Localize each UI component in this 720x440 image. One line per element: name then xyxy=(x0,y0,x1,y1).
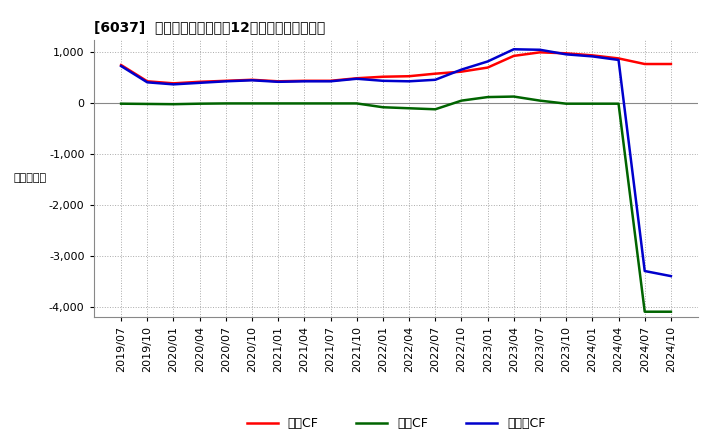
営業CF xyxy=(405,73,413,79)
営業CF xyxy=(562,51,570,56)
投資CF xyxy=(510,94,518,99)
フリーCF xyxy=(457,67,466,72)
Text: [6037]  キャッシュフローの12か月移動合計の推移: [6037] キャッシュフローの12か月移動合計の推移 xyxy=(94,20,325,34)
営業CF xyxy=(117,62,125,68)
投資CF xyxy=(562,101,570,106)
Line: フリーCF: フリーCF xyxy=(121,49,671,276)
投資CF xyxy=(117,101,125,106)
フリーCF xyxy=(300,79,309,84)
フリーCF xyxy=(248,77,256,83)
フリーCF xyxy=(667,274,675,279)
Line: 営業CF: 営業CF xyxy=(121,52,671,83)
投資CF xyxy=(405,106,413,111)
フリーCF xyxy=(274,79,282,84)
営業CF xyxy=(222,78,230,84)
フリーCF xyxy=(588,54,597,59)
営業CF xyxy=(588,53,597,58)
投資CF xyxy=(169,102,178,107)
フリーCF xyxy=(352,76,361,81)
投資CF xyxy=(352,101,361,106)
営業CF xyxy=(640,61,649,66)
フリーCF xyxy=(510,47,518,52)
投資CF xyxy=(614,101,623,106)
フリーCF xyxy=(143,80,152,85)
フリーCF xyxy=(614,57,623,62)
営業CF xyxy=(195,79,204,84)
Y-axis label: （百万円）: （百万円） xyxy=(13,173,46,183)
フリーCF xyxy=(405,79,413,84)
フリーCF xyxy=(379,78,387,84)
営業CF xyxy=(274,79,282,84)
営業CF xyxy=(326,78,335,84)
Legend: 営業CF, 投資CF, フリーCF: 営業CF, 投資CF, フリーCF xyxy=(242,412,550,435)
投資CF xyxy=(300,101,309,106)
営業CF xyxy=(379,74,387,79)
営業CF xyxy=(169,81,178,86)
投資CF xyxy=(195,101,204,106)
投資CF xyxy=(326,101,335,106)
Line: 投資CF: 投資CF xyxy=(121,96,671,312)
投資CF xyxy=(248,101,256,106)
営業CF xyxy=(143,79,152,84)
投資CF xyxy=(483,95,492,100)
営業CF xyxy=(510,53,518,59)
フリーCF xyxy=(536,47,544,52)
フリーCF xyxy=(222,79,230,84)
営業CF xyxy=(457,69,466,74)
投資CF xyxy=(667,309,675,314)
営業CF xyxy=(483,65,492,70)
投資CF xyxy=(640,309,649,314)
営業CF xyxy=(431,71,440,76)
投資CF xyxy=(379,105,387,110)
投資CF xyxy=(274,101,282,106)
投資CF xyxy=(588,101,597,106)
営業CF xyxy=(300,78,309,84)
営業CF xyxy=(248,77,256,82)
フリーCF xyxy=(326,79,335,84)
フリーCF xyxy=(640,268,649,274)
営業CF xyxy=(352,76,361,81)
フリーCF xyxy=(483,59,492,64)
投資CF xyxy=(536,98,544,103)
投資CF xyxy=(222,101,230,106)
営業CF xyxy=(614,56,623,61)
投資CF xyxy=(431,106,440,112)
フリーCF xyxy=(431,77,440,82)
営業CF xyxy=(667,61,675,66)
フリーCF xyxy=(562,52,570,57)
フリーCF xyxy=(117,63,125,69)
フリーCF xyxy=(195,80,204,85)
投資CF xyxy=(457,98,466,103)
営業CF xyxy=(536,50,544,55)
投資CF xyxy=(143,101,152,106)
フリーCF xyxy=(169,82,178,87)
